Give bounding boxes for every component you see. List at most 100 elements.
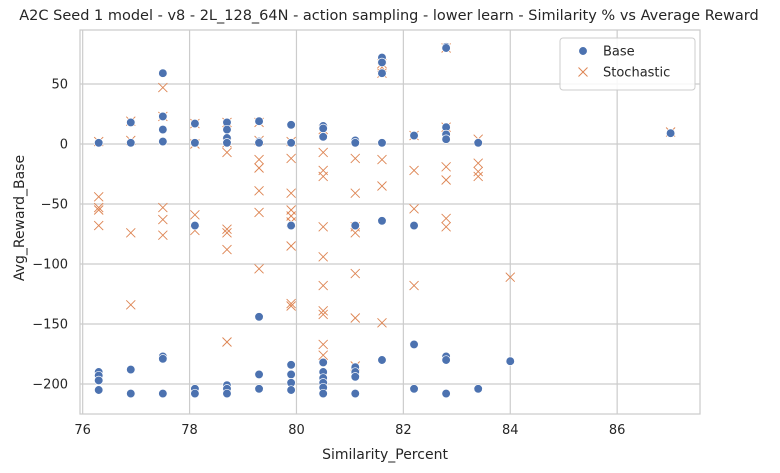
y-tick-label: 0	[60, 138, 68, 153]
base-point	[222, 124, 232, 135]
base-point	[505, 356, 515, 366]
stochastic-point	[158, 202, 168, 213]
stochastic-point	[158, 214, 168, 225]
stochastic-point	[441, 175, 451, 185]
stochastic-point-stroke	[318, 221, 329, 232]
base-point	[350, 372, 360, 382]
legend-base-label: Base	[603, 45, 635, 60]
stochastic-point	[318, 339, 329, 350]
y-tick-label: −100	[32, 258, 68, 273]
stochastic-point-stroke	[441, 161, 451, 172]
base-point	[190, 388, 200, 399]
y-tick-label: −200	[32, 378, 68, 393]
stochastic-point	[93, 191, 104, 202]
base-point	[190, 138, 200, 148]
base-point	[126, 388, 136, 399]
stochastic-point	[254, 163, 264, 173]
stochastic-point-stroke	[473, 166, 484, 177]
grid	[80, 30, 700, 414]
stochastic-point	[286, 298, 296, 309]
stochastic-point	[158, 230, 168, 241]
stochastic-point	[441, 161, 451, 172]
chart-title: A2C Seed 1 model - v8 - 2L_128_64N - act…	[19, 8, 758, 24]
stochastic-point-stroke	[222, 227, 232, 238]
base-point	[665, 128, 676, 138]
stochastic-point-stroke	[441, 175, 451, 185]
base-point	[377, 138, 387, 148]
base-point	[126, 364, 136, 375]
stochastic-point	[125, 299, 136, 310]
stochastic-point-stroke	[318, 280, 329, 291]
stochastic-point-stroke	[158, 214, 168, 225]
base-point	[254, 138, 264, 148]
base-point	[126, 138, 136, 148]
stochastic-point-stroke	[190, 209, 200, 220]
base-point	[286, 369, 296, 380]
stochastic-point-stroke	[158, 202, 168, 213]
base-point	[473, 138, 483, 148]
x-tick-label: 80	[288, 423, 305, 438]
base-point	[94, 138, 104, 148]
base-point	[286, 220, 296, 231]
base-point	[350, 220, 360, 231]
base-point	[441, 134, 451, 144]
base-point	[222, 388, 232, 399]
stochastic-point	[377, 181, 387, 191]
stochastic-point	[318, 350, 329, 361]
stochastic-point	[254, 154, 264, 165]
stochastic-point-stroke	[254, 163, 264, 173]
stochastic-point	[125, 227, 136, 238]
legend-stochastic-marker	[578, 67, 588, 77]
legend: Base Stochastic	[559, 37, 696, 91]
base-point	[158, 354, 168, 364]
stochastic-point-stroke	[318, 305, 329, 316]
stochastic-point	[286, 301, 296, 311]
x-tick-label: 84	[502, 423, 519, 438]
base-point	[441, 388, 451, 399]
stochastic-point	[318, 147, 329, 158]
stochastic-point	[350, 227, 361, 238]
base-point	[190, 118, 200, 129]
stochastic-point	[222, 337, 232, 347]
base-point	[377, 68, 387, 78]
stochastic-point-stroke	[222, 244, 232, 255]
base-point	[254, 369, 264, 380]
stochastic-point-stroke	[318, 251, 329, 262]
stochastic-point-stroke	[286, 298, 296, 309]
stochastic-point	[93, 202, 104, 213]
stochastic-point-stroke	[350, 188, 361, 199]
base-point	[158, 124, 168, 135]
base-point	[94, 375, 104, 386]
stochastic-point-stroke	[286, 301, 296, 311]
stochastic-point-stroke	[377, 181, 387, 191]
stochastic-point-stroke	[350, 313, 361, 323]
data-marks	[93, 42, 676, 399]
stochastic-point-stroke	[318, 339, 329, 350]
x-tick-label: 76	[74, 423, 91, 438]
base-point	[254, 116, 264, 126]
base-point	[409, 339, 419, 350]
y-tick-label: −50	[41, 198, 68, 213]
stochastic-point	[505, 272, 516, 283]
stochastic-point	[409, 203, 419, 214]
stochastic-point	[441, 221, 451, 232]
stochastic-point-stroke	[125, 299, 136, 310]
base-point	[377, 57, 387, 68]
stochastic-point	[286, 153, 296, 164]
base-point	[158, 136, 168, 147]
stochastic-point-stroke	[93, 202, 104, 213]
stochastic-point	[254, 207, 264, 218]
x-axis-label: Similarity_Percent	[322, 447, 448, 463]
stochastic-point	[318, 221, 329, 232]
stochastic-point-stroke	[222, 337, 232, 347]
base-point	[158, 388, 168, 399]
y-tick-label: −150	[32, 318, 68, 333]
stochastic-point-stroke	[93, 220, 104, 231]
stochastic-point-stroke	[505, 272, 516, 283]
stochastic-point-stroke	[93, 205, 104, 215]
base-point	[318, 123, 328, 134]
stochastic-point-stroke	[377, 317, 387, 328]
stochastic-point-stroke	[254, 185, 264, 196]
stochastic-point	[222, 224, 232, 235]
